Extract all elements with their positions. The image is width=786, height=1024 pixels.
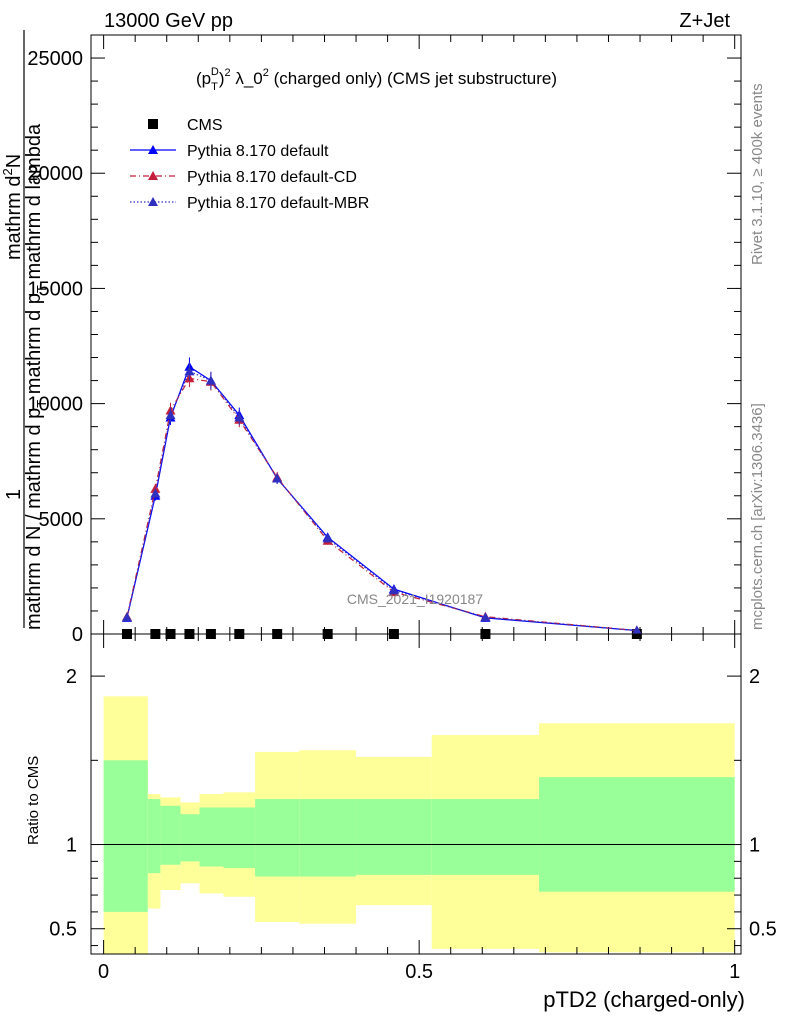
energy-label: 13000 GeV pp	[104, 10, 233, 32]
legend: CMS Pythia 8.170 default Pythia 8.170 defa…	[130, 117, 369, 212]
watermark: CMS_2021_I1920187	[347, 591, 483, 607]
series-point-3	[388, 585, 399, 595]
series-point-2	[150, 483, 161, 493]
series-point-3	[631, 625, 642, 635]
y-tick-label: 0	[72, 624, 83, 646]
y-tick-label: 10000	[27, 394, 83, 416]
ratio-bands	[103, 696, 735, 954]
stat-uncertainty-band	[180, 814, 200, 862]
process-label: Z+Jet	[679, 10, 730, 32]
legend-label: CMS	[187, 117, 223, 134]
ratio-panel: 0.5 0.51 12 2 0 0.5 1	[49, 633, 777, 983]
svg-text:mathrm d2N: mathrm d2N	[0, 154, 25, 260]
stat-uncertainty-band	[199, 807, 224, 867]
main-x-ticks	[103, 35, 736, 634]
ratio-tick-label: 1	[66, 835, 77, 857]
svg-text:mathrm d N / mathrm d pT mathr: mathrm d N / mathrm d pT mathrm d pT mat…	[23, 123, 49, 630]
stat-uncertainty-band	[255, 799, 300, 877]
svg-text:mcplots.cern.ch [arXiv:1306.34: mcplots.cern.ch [arXiv:1306.3436]	[749, 403, 766, 630]
stat-uncertainty-band	[299, 799, 357, 877]
x-tick-label: 0	[98, 961, 109, 983]
ratio-tick-label-right: 1	[749, 835, 760, 857]
series-point-3	[480, 612, 491, 622]
legend-label: Pythia 8.170 default	[187, 143, 329, 160]
ratio-frame	[90, 633, 742, 955]
stat-uncertainty-band	[147, 799, 161, 874]
legend-label: Pythia 8.170 default-CD	[187, 169, 357, 186]
ratio-ylabel: Ratio to CMS	[25, 756, 42, 845]
series-point-3	[150, 488, 161, 498]
ratio-tick-label: 2	[66, 666, 77, 688]
series-point-3	[234, 412, 245, 422]
svg-text:1: 1	[3, 489, 25, 500]
series-point-3	[165, 410, 176, 420]
rivet-label: Rivet 3.1.10, ≥ 400k events	[749, 83, 766, 265]
legend-marker	[148, 145, 158, 154]
legend-marker	[148, 119, 158, 129]
ratio-tick-label-right: 0.5	[749, 919, 777, 941]
plot-title: (pTD)2 λ_02 (charged only) (CMS jet subs…	[196, 66, 557, 93]
main-panel: 0 5000 10000 15000 20000 25000 CMS_2021_I1920…	[27, 34, 742, 646]
stat-uncertainty-band	[223, 807, 256, 869]
x-tick-label: 1	[729, 961, 740, 983]
series-point-3	[121, 612, 132, 622]
series-point-3	[322, 533, 333, 543]
ratio-y-ticks: 0.5 0.5 1 1 2 2	[49, 666, 777, 947]
svg-text:Rivet 3.1.10, ≥ 400k events: Rivet 3.1.10, ≥ 400k events	[749, 83, 766, 265]
svg-text:Ratio to CMS: Ratio to CMS	[25, 756, 42, 845]
y-tick-label: 15000	[27, 278, 83, 300]
x-axis-label: pTD2 (charged-only)	[543, 987, 745, 1012]
ratio-x-ticks: 0 0.5 1	[98, 634, 740, 983]
stat-uncertainty-band	[431, 799, 540, 875]
legend-marker	[148, 197, 158, 206]
main-ylabel-num2: mathrm d2N	[0, 154, 25, 260]
series-point-3	[205, 375, 216, 385]
mcplots-label: mcplots.cern.ch [arXiv:1306.3436]	[749, 403, 766, 630]
x-tick-label: 0.5	[405, 961, 433, 983]
series-point-3	[272, 473, 283, 483]
y-tick-label: 5000	[39, 509, 84, 531]
y-tick-label: 25000	[27, 48, 83, 70]
legend-label: Pythia 8.170 default-MBR	[187, 195, 369, 212]
main-ylabel: mathrm d N / mathrm d pT mathrm d pT mat…	[23, 123, 49, 630]
ratio-tick-label-right: 2	[749, 666, 760, 688]
stat-uncertainty-band	[160, 805, 181, 865]
main-y-ticks: 0 5000 10000 15000 20000 25000	[27, 48, 741, 646]
main-ylabel-numerator: 1	[3, 489, 25, 500]
y-tick-label: 20000	[27, 163, 83, 185]
legend-marker	[148, 171, 158, 180]
series-point-3	[184, 366, 195, 376]
stat-uncertainty-band	[356, 799, 432, 875]
stat-uncertainty-band	[103, 760, 148, 912]
stat-uncertainty-band	[539, 777, 735, 892]
ratio-tick-label: 0.5	[49, 919, 77, 941]
